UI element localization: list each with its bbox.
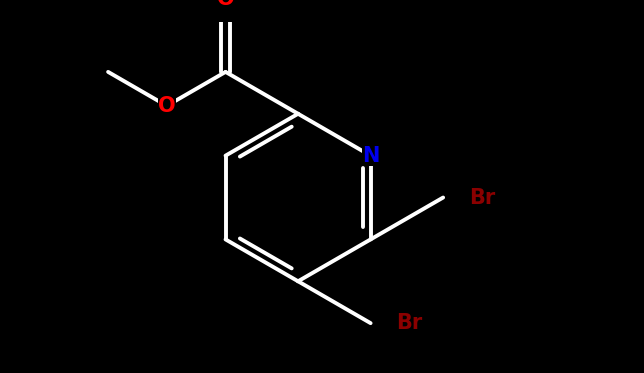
Text: Br: Br bbox=[396, 313, 422, 333]
Text: Br: Br bbox=[469, 188, 495, 207]
Text: O: O bbox=[158, 96, 176, 116]
Text: N: N bbox=[362, 145, 379, 166]
Text: O: O bbox=[217, 0, 234, 9]
